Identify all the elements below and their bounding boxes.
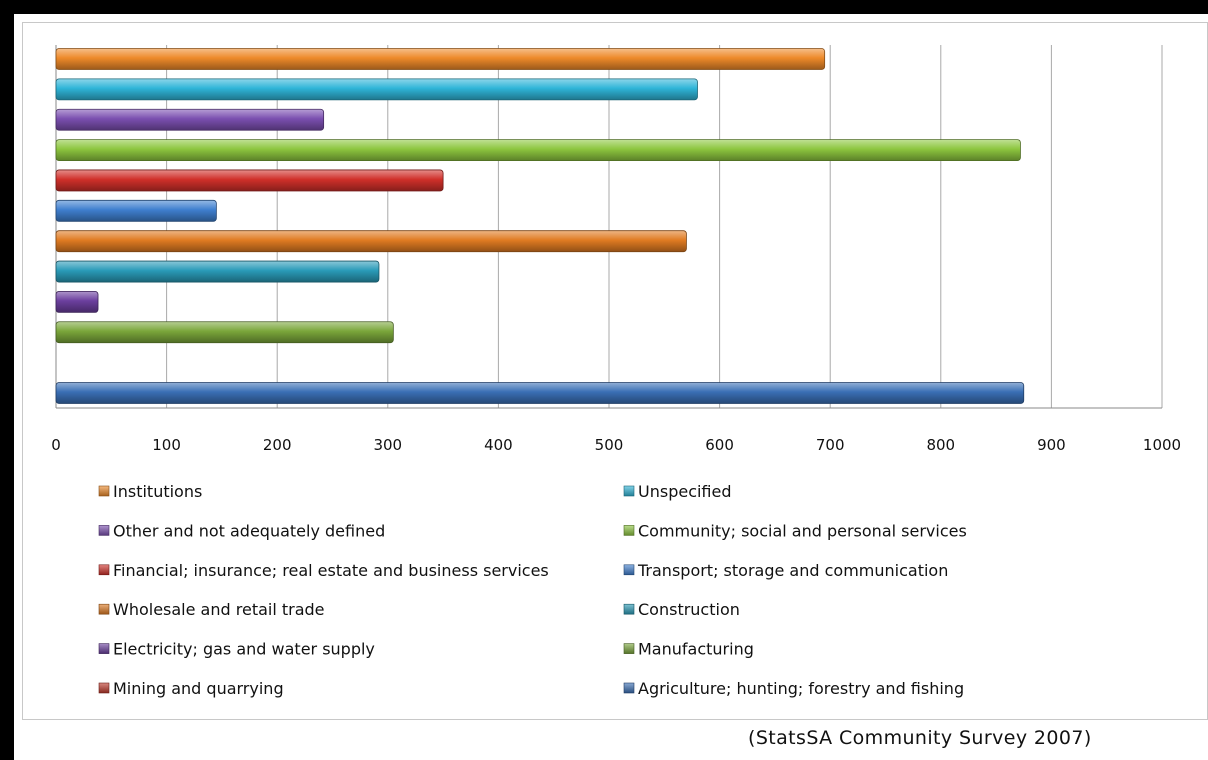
x-tick-label: 100 bbox=[152, 436, 181, 454]
legend-label: Wholesale and retail trade bbox=[113, 600, 325, 619]
bar bbox=[55, 230, 687, 253]
legend-label: Mining and quarrying bbox=[113, 679, 284, 698]
legend-marker bbox=[98, 603, 110, 615]
x-tick-label: 700 bbox=[816, 436, 845, 454]
legend-marker bbox=[623, 643, 635, 654]
legend-label: Agriculture; hunting; forestry and fishi… bbox=[638, 679, 964, 698]
legend-label: Electricity; gas and water supply bbox=[113, 640, 375, 659]
x-tick-label: 500 bbox=[595, 436, 624, 454]
bar bbox=[55, 108, 325, 131]
legend-label: Manufacturing bbox=[638, 640, 754, 659]
legend-marker bbox=[623, 564, 635, 576]
bars bbox=[55, 48, 1025, 404]
x-tick-label: 800 bbox=[926, 436, 955, 454]
bar bbox=[55, 382, 1025, 404]
x-axis-ticks: 0 100 200 300 400 500 600 700 800 900 1000 bbox=[51, 436, 1181, 454]
legend-marker bbox=[98, 485, 110, 497]
legend-label: Institutions bbox=[113, 482, 202, 501]
legend-label: Financial; insurance; real estate and bu… bbox=[113, 561, 549, 580]
x-tick-label: 600 bbox=[705, 436, 734, 454]
source-note: (StatsSA Community Survey 2007) bbox=[748, 727, 1092, 749]
bar bbox=[55, 169, 444, 192]
bar bbox=[55, 321, 394, 344]
legend-label: Community; social and personal services bbox=[638, 521, 967, 540]
bar bbox=[55, 291, 99, 313]
bar bbox=[55, 48, 826, 70]
legend-marker bbox=[623, 525, 635, 536]
bar bbox=[55, 199, 217, 222]
x-tick-label: 900 bbox=[1037, 436, 1066, 454]
legend-label: Transport; storage and communication bbox=[637, 561, 948, 580]
x-tick-label: 200 bbox=[263, 436, 292, 454]
chart-panel bbox=[22, 22, 1208, 720]
legend-marker bbox=[98, 682, 110, 694]
legend-marker bbox=[98, 564, 110, 576]
legend-marker bbox=[623, 485, 635, 497]
legend-label: Unspecified bbox=[638, 482, 732, 501]
x-tick-label: 0 bbox=[51, 436, 61, 454]
legend-marker bbox=[623, 603, 635, 615]
bar bbox=[55, 139, 1021, 161]
bar bbox=[55, 78, 698, 101]
bar bbox=[55, 260, 380, 283]
x-tick-label: 1000 bbox=[1143, 436, 1181, 454]
legend: Institutions Other and not adequately def… bbox=[98, 482, 967, 698]
legend-marker bbox=[98, 643, 110, 654]
x-tick-label: 400 bbox=[484, 436, 513, 454]
legend-label: Other and not adequately defined bbox=[113, 521, 385, 540]
legend-label: Construction bbox=[638, 600, 740, 619]
x-tick-label: 300 bbox=[373, 436, 402, 454]
grid-lines bbox=[55, 45, 1163, 409]
legend-marker bbox=[623, 682, 635, 694]
legend-marker bbox=[98, 525, 110, 536]
